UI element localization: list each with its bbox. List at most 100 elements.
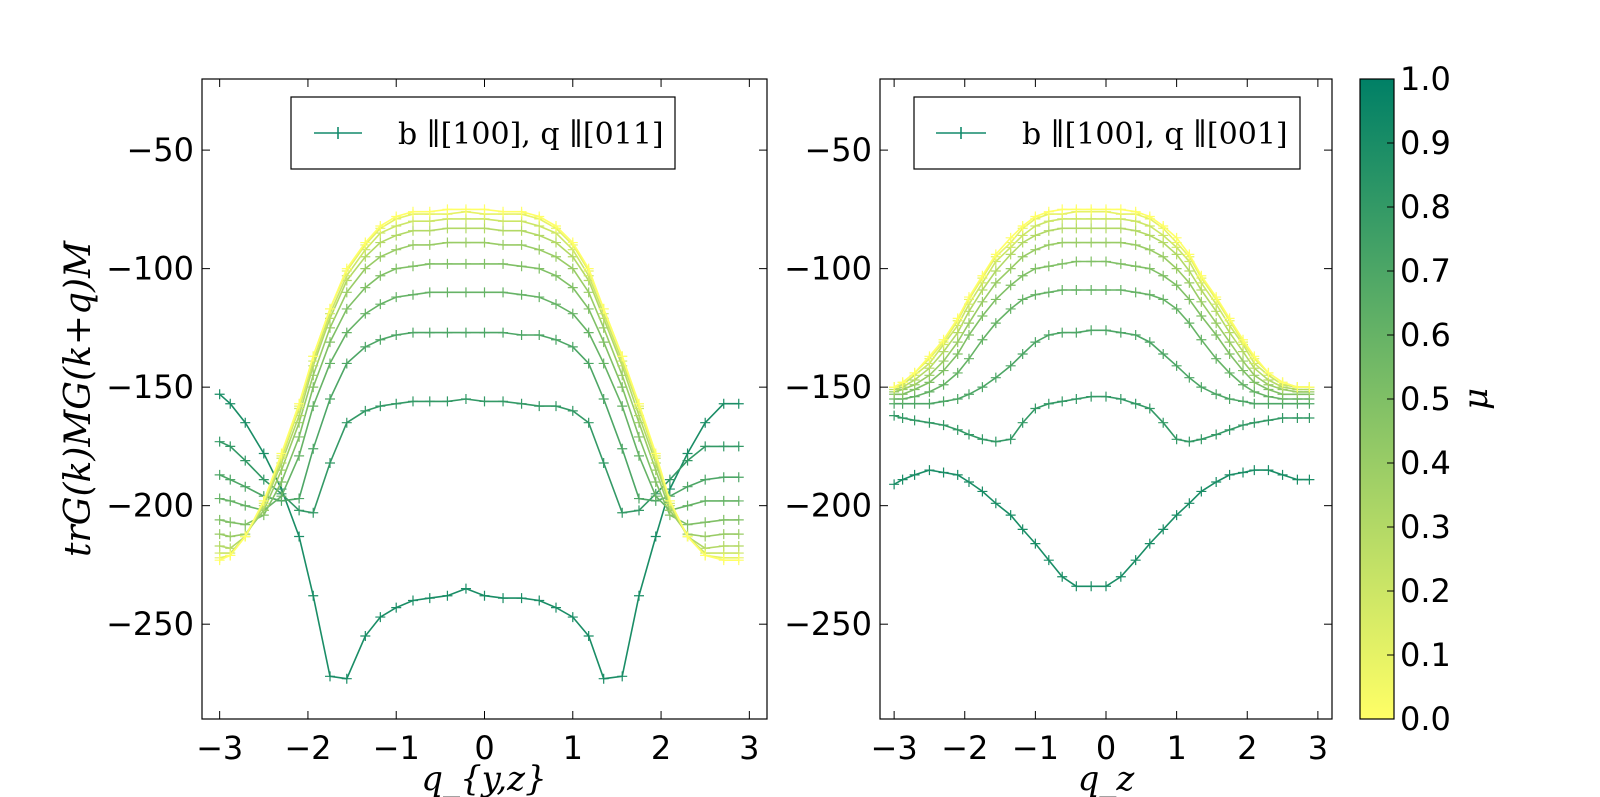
right-point-mu-0.6-6: [963, 353, 974, 364]
left-point-mu-0.3-16: [479, 223, 490, 234]
right-point-mu-0.9-19: [1144, 538, 1155, 549]
left-point-mu-0.9-2: [240, 417, 251, 428]
right-point-mu-0.4-18: [1130, 239, 1141, 250]
right-point-mu-0-3: [924, 351, 935, 362]
left-x-tick-label: 1: [563, 729, 583, 767]
left-point-mu-0-30: [718, 555, 729, 566]
colorbar-tick-label: 0.3: [1400, 508, 1451, 546]
colorbar: 0.0 0.1 0.2 0.3 0.4 0.5 0.6 0.7 0.8 0.9 1.0 μ: [1359, 60, 1496, 738]
right-point-mu-0.9-26: [1238, 467, 1249, 478]
left-point-mu-0.8-9: [360, 405, 371, 416]
right-point-mu-0-17: [1115, 204, 1126, 215]
left-point-mu-0-18: [516, 206, 527, 217]
left-point-mu-0.9-11: [391, 602, 402, 613]
left-point-mu-0.7-17: [498, 327, 509, 338]
right-point-mu-0-21: [1171, 232, 1182, 243]
left-point-mu-0.8-24: [617, 507, 628, 518]
left-point-mu-0.5-7: [325, 337, 336, 348]
left-point-mu-0.5-12: [407, 261, 418, 272]
right-point-mu-0.6-22: [1184, 318, 1195, 329]
right-point-mu-0.6-25: [1224, 367, 1235, 378]
right-point-mu-0.4-10: [1017, 251, 1028, 262]
left-point-mu-0-6: [308, 351, 319, 362]
right-point-mu-0.8-21: [1171, 434, 1182, 445]
right-point-mu-0.6-12: [1043, 287, 1054, 298]
right-point-mu-0.3-12: [1043, 225, 1054, 236]
right-point-mu-0.5-17: [1115, 258, 1126, 269]
left-x-tick-label: −1: [373, 729, 420, 767]
right-point-mu-0.6-8: [990, 318, 1001, 329]
left-point-mu-0-23: [598, 303, 609, 314]
left-point-mu-0.8-8: [341, 417, 352, 428]
left-point-mu-0.9-22: [583, 631, 594, 642]
right-point-mu-0.7-7: [977, 382, 988, 393]
right-point-mu-0.7-6: [963, 389, 974, 400]
left-point-mu-0.8-14: [442, 396, 453, 407]
right-point-mu-0.5-19: [1144, 263, 1155, 274]
right-point-mu-0.6-23: [1196, 334, 1207, 345]
left-point-mu-0.5-26: [650, 476, 661, 487]
right-point-mu-0.9-7: [977, 486, 988, 497]
left-point-mu-0.6-26: [650, 491, 661, 502]
left-y-tick-label: −50: [126, 131, 194, 169]
right-y-tick-label: −100: [784, 250, 872, 288]
right-point-mu-0-22: [1184, 249, 1195, 260]
left-point-mu-0.4-9: [360, 263, 371, 274]
left-x-tick-label: −3: [196, 729, 243, 767]
left-point-mu-0.9-15: [460, 583, 471, 594]
left-point-mu-0.6-5: [294, 450, 305, 461]
right-point-mu-0.7-24: [1211, 389, 1222, 400]
right-point-mu-0.3-17: [1115, 223, 1126, 234]
right-point-mu-0.5-21: [1171, 280, 1182, 291]
right-point-mu-0.6-14: [1071, 284, 1082, 295]
left-point-mu-0.4-10: [375, 251, 386, 262]
left-point-mu-0.5-30: [718, 514, 729, 525]
left-point-mu-0.7-28: [682, 481, 693, 492]
right-point-mu-0.4-25: [1224, 337, 1235, 348]
left-point-mu-0.5-0: [214, 514, 225, 525]
left-point-mu-0.7-23: [598, 394, 609, 404]
right-point-mu-0-2: [909, 367, 920, 378]
left-point-mu-0.9-31: [733, 398, 744, 409]
left-y-tick-label: −100: [106, 250, 194, 288]
right-point-mu-0.3-13: [1057, 223, 1068, 234]
left-point-mu-0.3-14: [442, 223, 453, 234]
right-point-mu-0.4-24: [1211, 318, 1222, 329]
left-point-mu-0.6-21: [567, 308, 578, 319]
right-point-mu-0.5-5: [952, 348, 963, 359]
left-point-mu-0-2: [240, 531, 251, 542]
left-point-mu-0.6-13: [424, 287, 435, 298]
left-point-mu-0.3-12: [407, 225, 418, 236]
left-point-mu-0.9-24: [617, 671, 628, 682]
left-series-line-mu-0: [219, 208, 739, 562]
left-point-mu-0-29: [700, 550, 711, 561]
right-point-mu-0.5-16: [1101, 256, 1111, 267]
right-point-mu-0.8-20: [1158, 417, 1169, 428]
right-point-mu-0.8-17: [1115, 394, 1126, 404]
left-point-mu-0.7-11: [391, 330, 402, 340]
left-point-mu-0.6-23: [598, 358, 609, 369]
left-point-mu-0.5-18: [516, 261, 527, 272]
right-series-group: [889, 204, 1315, 592]
left-point-mu-0.9-8: [341, 673, 352, 684]
right-point-mu-0.8-2: [909, 415, 920, 426]
right-series-line-mu-0.8: [893, 395, 1310, 443]
left-point-mu-0.9-3: [258, 448, 269, 459]
left-point-mu-0.8-20: [551, 401, 562, 412]
colorbar-tick-label: 0.2: [1400, 572, 1451, 610]
right-point-mu-0-0: [889, 382, 900, 393]
right-point-mu-0.6-27: [1249, 386, 1260, 397]
left-point-mu-0.6-1: [225, 495, 236, 506]
right-point-mu-0.5-20: [1158, 270, 1169, 281]
left-point-mu-0.9-17: [498, 593, 509, 604]
left-point-mu-0.5-17: [498, 258, 509, 269]
right-point-mu-0.7-12: [1043, 330, 1054, 340]
right-series-line-mu-0.4: [893, 241, 1310, 393]
right-point-mu-0.9-31: [1304, 474, 1315, 485]
right-point-mu-0.8-14: [1071, 394, 1082, 404]
left-point-mu-0-7: [325, 303, 336, 314]
right-point-mu-0.8-22: [1184, 436, 1195, 447]
right-x-tick-label: 2: [1237, 729, 1257, 767]
left-point-mu-0.9-23: [598, 673, 609, 684]
left-x-axis-label: q_{y,z}: [421, 759, 546, 797]
